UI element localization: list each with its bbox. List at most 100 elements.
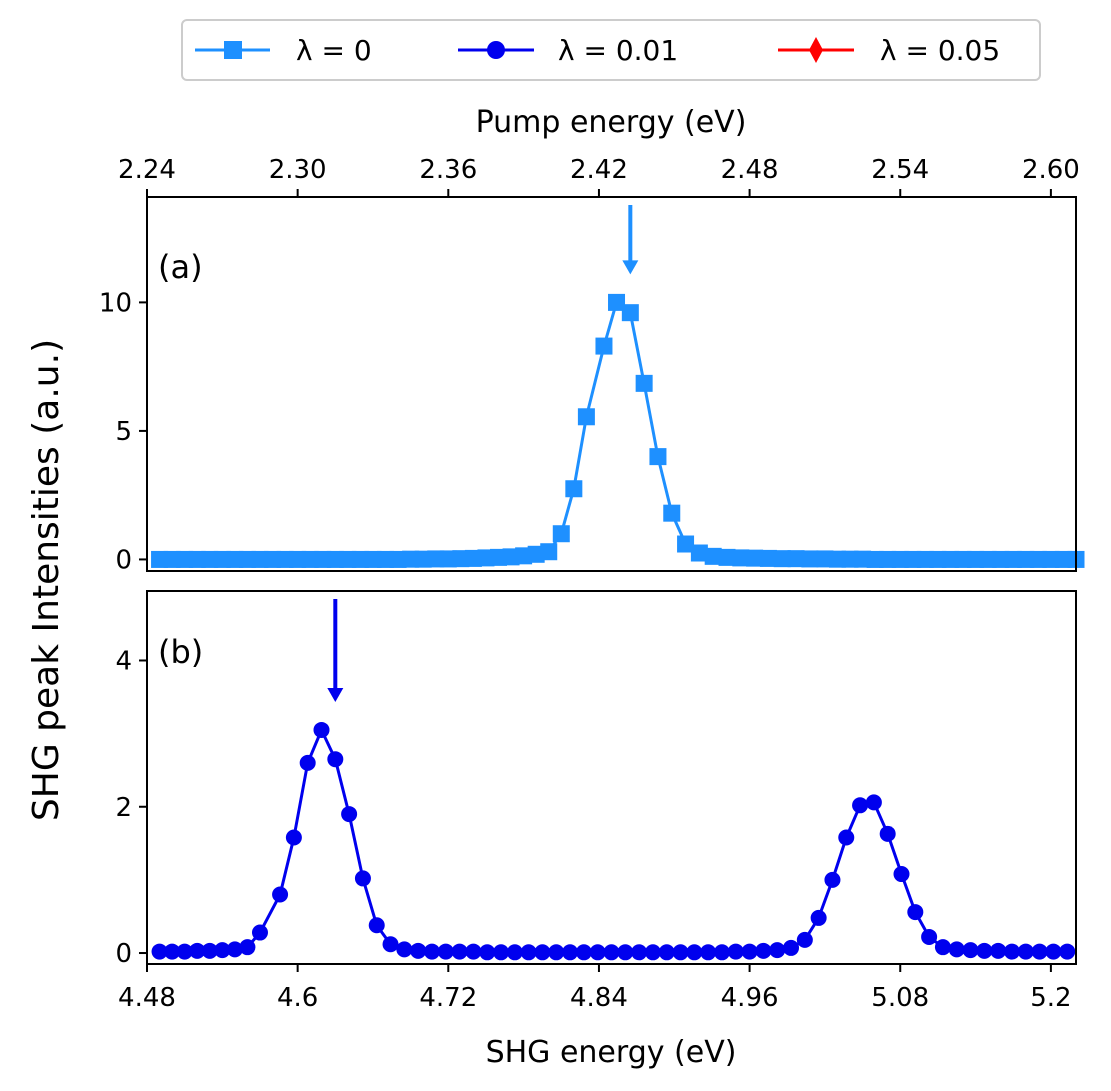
- top-tick-label: 2.54: [871, 155, 929, 185]
- panel-a-frame: [146, 196, 1077, 572]
- data-point: [783, 939, 800, 956]
- data-point: [479, 944, 496, 961]
- data-point: [396, 941, 413, 958]
- panel-a-y-ticks: 0 5 10: [99, 288, 147, 575]
- data-point: [635, 374, 653, 392]
- data-point: [893, 866, 910, 883]
- legend-label-lambda-0: λ = 0: [296, 34, 372, 67]
- data-point: [577, 408, 595, 426]
- data-point: [879, 825, 896, 842]
- data-point: [1017, 943, 1034, 960]
- data-point: [1059, 943, 1076, 960]
- data-point: [1003, 943, 1020, 960]
- top-tick-label: 2.24: [118, 155, 176, 185]
- data-point: [672, 944, 689, 961]
- data-point: [214, 942, 231, 959]
- top-axis-ticks: 2.24 2.30 2.36 2.42 2.48 2.54 2.60: [118, 155, 1080, 197]
- data-point: [589, 944, 606, 961]
- panel-b-label: (b): [158, 633, 203, 671]
- data-point: [962, 942, 979, 959]
- data-point: [990, 942, 1007, 959]
- bottom-tick-label: 4.84: [570, 983, 628, 1013]
- data-point: [226, 941, 243, 958]
- y-tick-label: 0: [115, 545, 132, 575]
- data-point: [1045, 943, 1062, 960]
- data-point: [465, 943, 482, 960]
- data-point: [176, 943, 193, 960]
- data-point: [746, 549, 764, 567]
- legend-label-lambda-0-01: λ = 0.01: [558, 34, 678, 67]
- data-point: [562, 944, 579, 961]
- panel-b-marks: [151, 599, 1076, 961]
- y-tick-label: 2: [115, 793, 132, 823]
- data-point: [151, 943, 168, 960]
- bottom-tick-label: 4.48: [118, 983, 176, 1013]
- panel-b-y-ticks: 0 2 4: [115, 646, 147, 969]
- legend: λ = 0 λ = 0.01 λ = 0.05: [181, 19, 1041, 81]
- data-point: [852, 797, 869, 814]
- data-point: [493, 944, 510, 961]
- data-point: [534, 944, 551, 961]
- data-point: [649, 448, 667, 466]
- data-point: [663, 504, 681, 522]
- data-point: [759, 549, 777, 567]
- data-point: [907, 904, 924, 921]
- data-point: [451, 943, 468, 960]
- data-point: [565, 480, 583, 498]
- data-point: [718, 548, 736, 566]
- data-point: [575, 944, 592, 961]
- top-tick-label: 2.30: [269, 155, 327, 185]
- data-point: [552, 525, 570, 543]
- data-point: [921, 928, 938, 945]
- data-point: [327, 751, 344, 768]
- data-point: [700, 944, 717, 961]
- data-point: [769, 942, 786, 959]
- data-point: [948, 941, 965, 958]
- legend-item-lambda-0-01: λ = 0.01: [458, 34, 678, 67]
- data-point: [617, 944, 634, 961]
- top-tick-label: 2.60: [1022, 155, 1080, 185]
- data-point: [824, 871, 841, 888]
- top-tick-label: 2.48: [721, 155, 779, 185]
- data-point: [787, 550, 805, 568]
- series-line: [159, 300, 1076, 561]
- data-point: [755, 942, 772, 959]
- data-point: [677, 535, 695, 553]
- y-tick-label: 4: [115, 646, 132, 676]
- data-point: [727, 943, 744, 960]
- data-point: [313, 721, 330, 738]
- legend-item-lambda-0-05: λ = 0.05: [778, 34, 1000, 67]
- data-point: [801, 550, 819, 568]
- bottom-tick-label: 4.96: [721, 983, 779, 1013]
- data-point: [548, 944, 565, 961]
- data-point: [796, 931, 813, 948]
- data-point: [644, 944, 661, 961]
- data-point: [595, 337, 613, 355]
- data-point: [732, 549, 750, 567]
- square-marker-icon: [224, 41, 242, 59]
- data-point: [741, 943, 758, 960]
- data-point: [865, 794, 882, 811]
- panel-b: 0 2 4 (b): [115, 590, 1077, 969]
- data-point: [773, 550, 791, 568]
- data-point: [631, 944, 648, 961]
- data-point: [423, 943, 440, 960]
- data-point: [621, 304, 639, 322]
- y-tick-label: 10: [99, 288, 132, 318]
- top-tick-label: 2.36: [419, 155, 477, 185]
- data-point: [251, 924, 268, 941]
- bottom-tick-label: 5.2: [1030, 983, 1071, 1013]
- panel-a-label: (a): [158, 248, 203, 286]
- data-point: [603, 944, 620, 961]
- data-point: [520, 944, 537, 961]
- panel-a-marks: [151, 205, 1085, 568]
- legend-label-lambda-0-05: λ = 0.05: [880, 34, 1000, 67]
- y-tick-label: 5: [115, 417, 132, 447]
- data-point: [608, 293, 626, 311]
- panel-a: 0 5 10 (a): [99, 196, 1085, 575]
- legend-frame: [181, 19, 1041, 81]
- data-point: [1031, 943, 1048, 960]
- data-point: [506, 944, 523, 961]
- data-point: [810, 909, 827, 926]
